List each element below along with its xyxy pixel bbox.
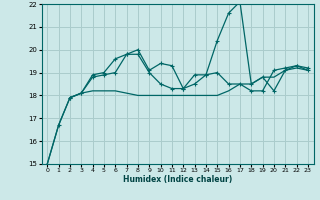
X-axis label: Humidex (Indice chaleur): Humidex (Indice chaleur)	[123, 175, 232, 184]
